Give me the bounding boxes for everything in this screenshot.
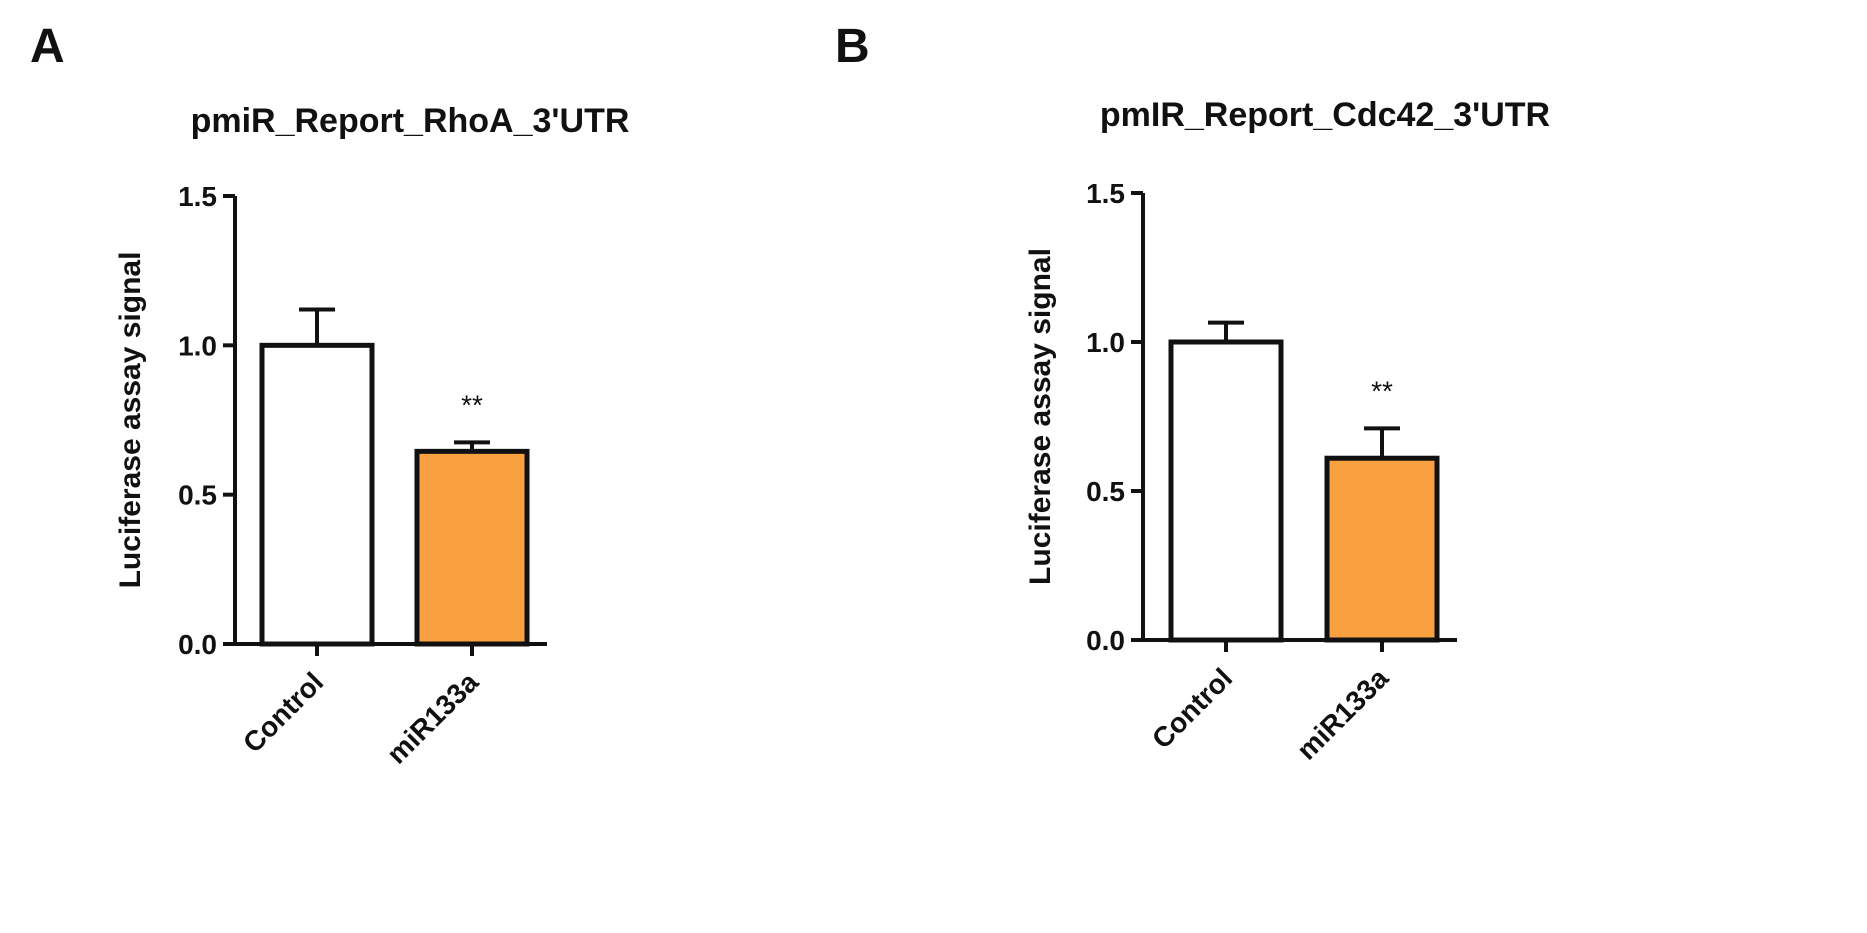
bar xyxy=(1168,339,1284,643)
x-tick-label: Control xyxy=(1146,662,1238,754)
panel-label: A xyxy=(30,20,65,73)
y-tick-label: 1.5 xyxy=(1086,178,1125,209)
y-tick-label: 0.0 xyxy=(1086,625,1125,656)
bar xyxy=(1324,455,1440,643)
x-tick-label: miR133a xyxy=(1291,662,1395,766)
bar xyxy=(259,342,375,647)
bar xyxy=(414,448,530,647)
significance-label: ** xyxy=(461,389,483,420)
y-tick-label: 0.5 xyxy=(1086,476,1125,507)
y-tick-label: 1.5 xyxy=(178,181,217,212)
chart-title: pmiR_Report_RhoA_3'UTR xyxy=(191,102,630,140)
x-tick-label: miR133a xyxy=(381,666,485,770)
chart-title: pmIR_Report_Cdc42_3'UTR xyxy=(1100,96,1550,134)
y-tick-label: 0.0 xyxy=(178,629,217,660)
y-tick-label: 1.0 xyxy=(178,330,217,361)
x-tick-label: Control xyxy=(237,666,329,758)
y-tick-label: 0.5 xyxy=(178,480,217,511)
panel-label: B xyxy=(835,20,870,73)
significance-label: ** xyxy=(1371,375,1393,406)
y-axis-label: Luciferase assay signal xyxy=(114,252,147,589)
y-axis-label: Luciferase assay signal xyxy=(1024,248,1057,585)
y-tick-label: 1.0 xyxy=(1086,327,1125,358)
